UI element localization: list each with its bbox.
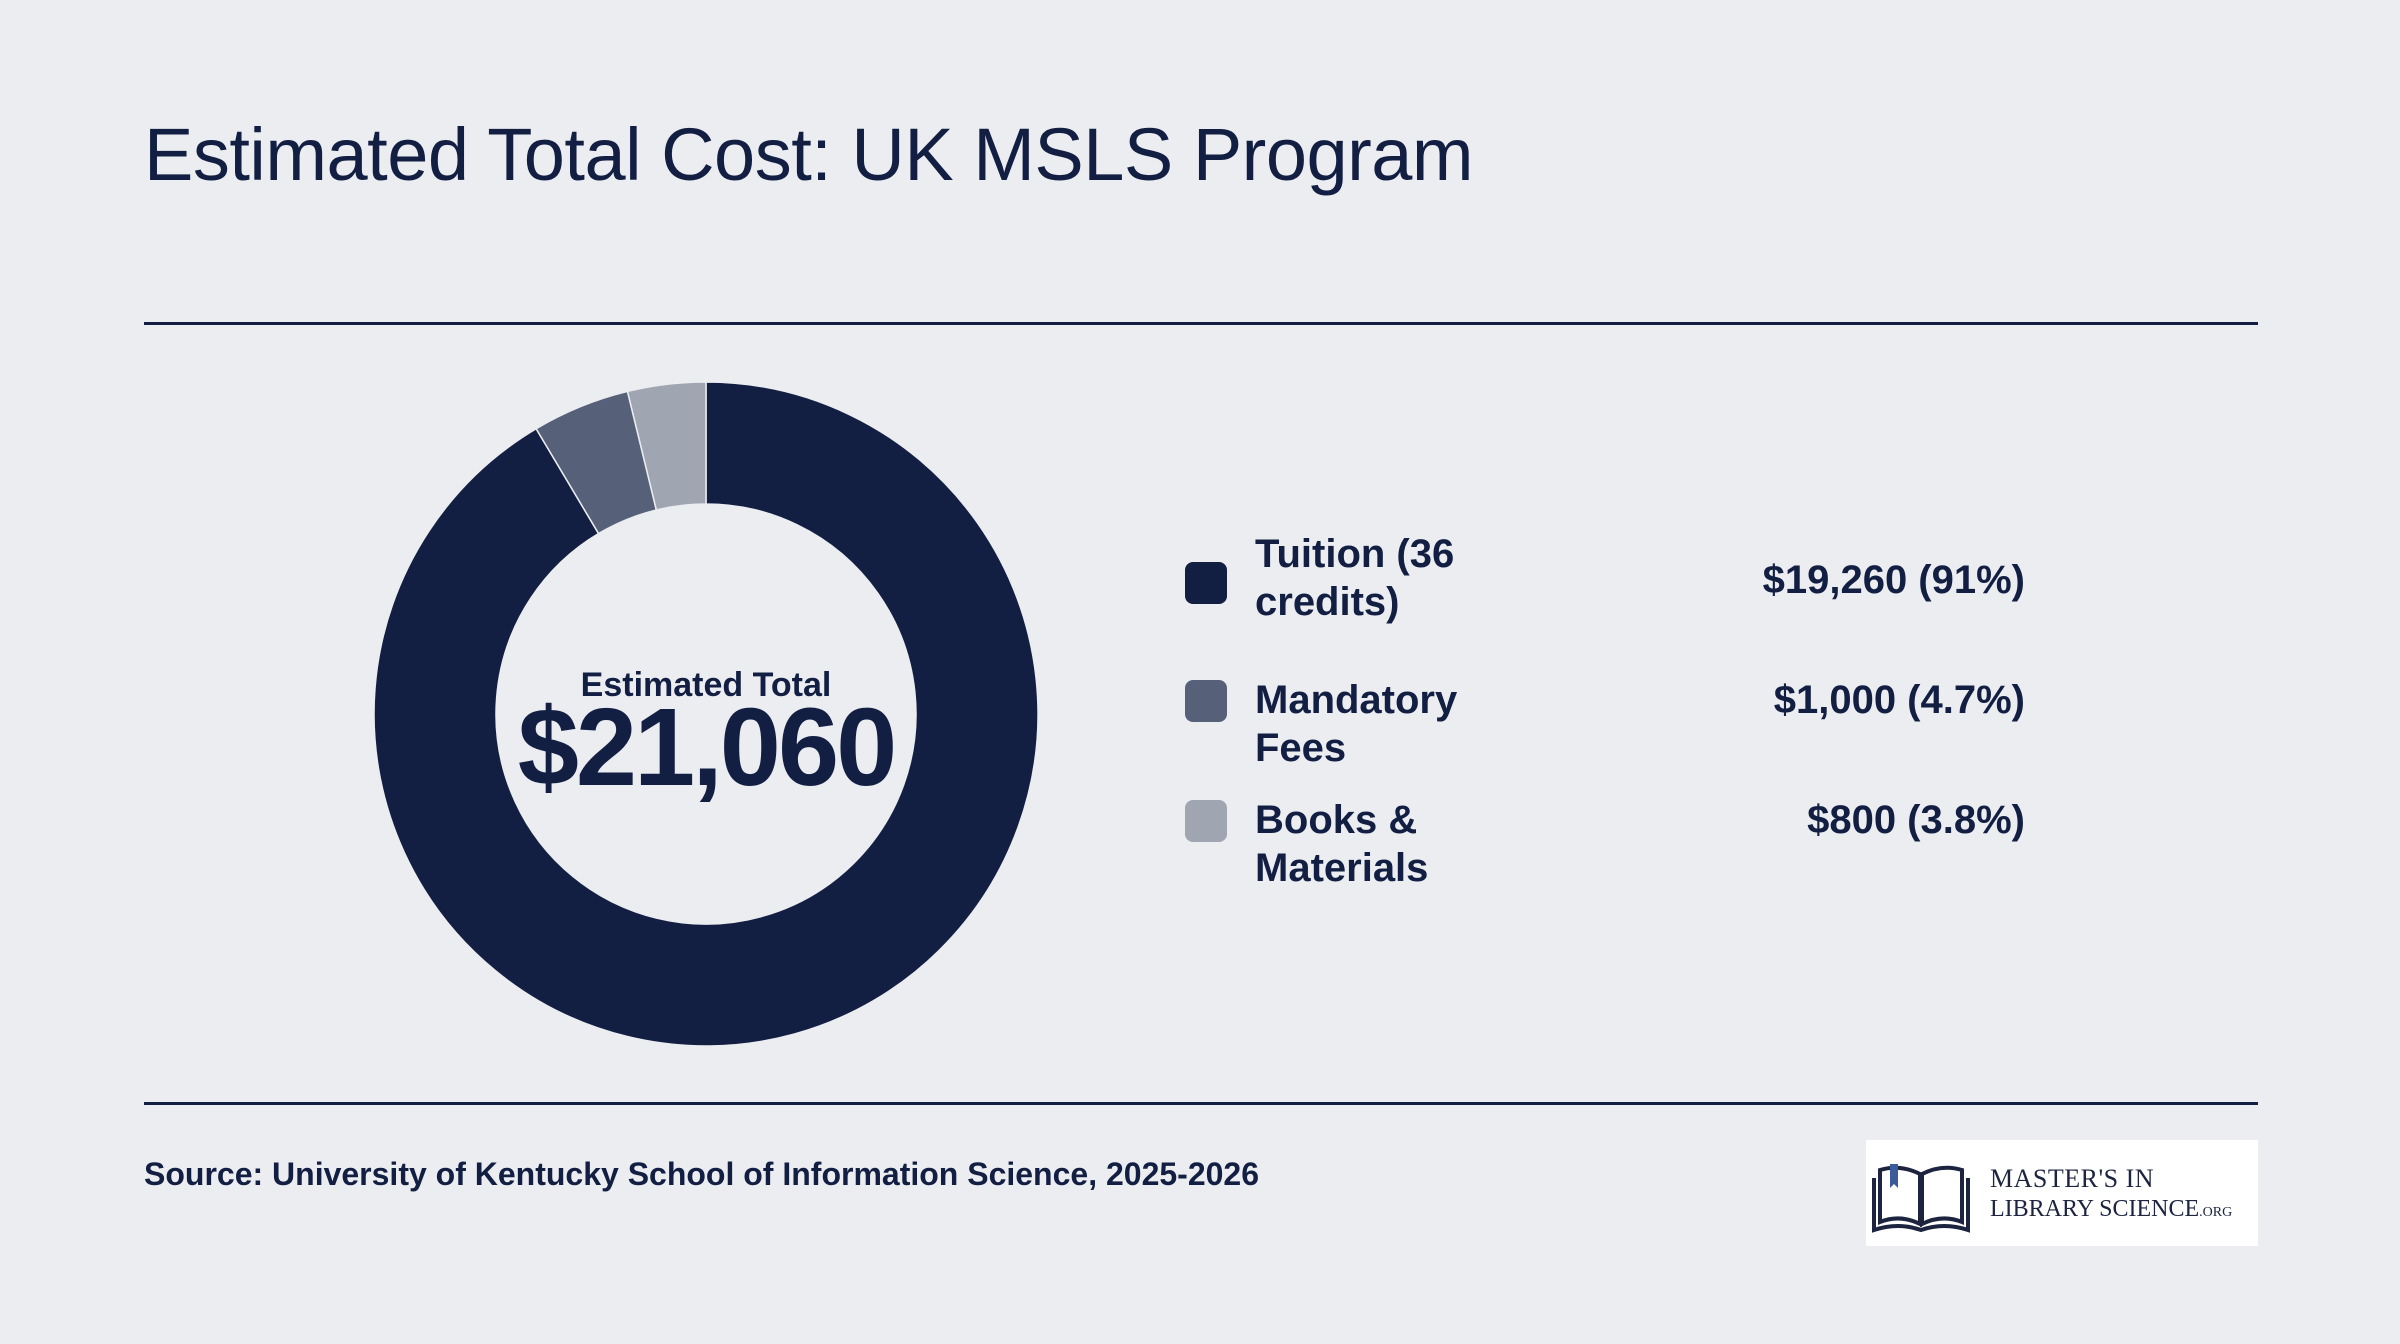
top-divider <box>144 322 2258 325</box>
donut-slice-tuition <box>373 381 1039 1047</box>
site-logo: MASTER'S IN LIBRARY SCIENCE.ORG <box>1866 1140 2258 1246</box>
legend-swatch-tuition <box>1185 562 1227 604</box>
logo-line2: LIBRARY SCIENCE <box>1990 1196 2200 1222</box>
center-total-value: $21,060 <box>517 686 898 809</box>
legend-item-books: Books & Materials $800 (3.8%) <box>1185 796 2025 896</box>
center-label: Estimated Total <box>580 666 832 704</box>
legend-value-fees: $1,000 (4.7%) <box>1773 678 2025 722</box>
legend-value-tuition: $19,260 (91%) <box>1762 558 2025 602</box>
legend-label-books: Books & Materials <box>1255 798 1429 890</box>
legend-label-fees: Mandatory Fees <box>1255 678 1458 770</box>
chart-title: Estimated Total Cost: UK MSLS Program <box>144 113 1474 196</box>
legend-label-tuition: Tuition (36 credits) <box>1255 532 1455 624</box>
donut-slice-books <box>626 381 707 511</box>
legend-swatch-fees <box>1185 680 1227 722</box>
legend-item-tuition: Tuition (36 credits) $19,260 (91%) <box>1185 530 2025 630</box>
legend-value-books: $800 (3.8%) <box>1807 798 2025 842</box>
logo-suffix: .ORG <box>2199 1205 2233 1220</box>
legend-item-fees: Mandatory Fees $1,000 (4.7%) <box>1185 676 2025 776</box>
source-note: Source: University of Kentucky School of… <box>144 1156 1259 1192</box>
legend-swatch-books <box>1185 800 1227 842</box>
logo-line1: MASTER'S IN <box>1990 1164 2155 1193</box>
bottom-divider <box>144 1102 2258 1105</box>
open-book-icon <box>1872 1164 1970 1233</box>
